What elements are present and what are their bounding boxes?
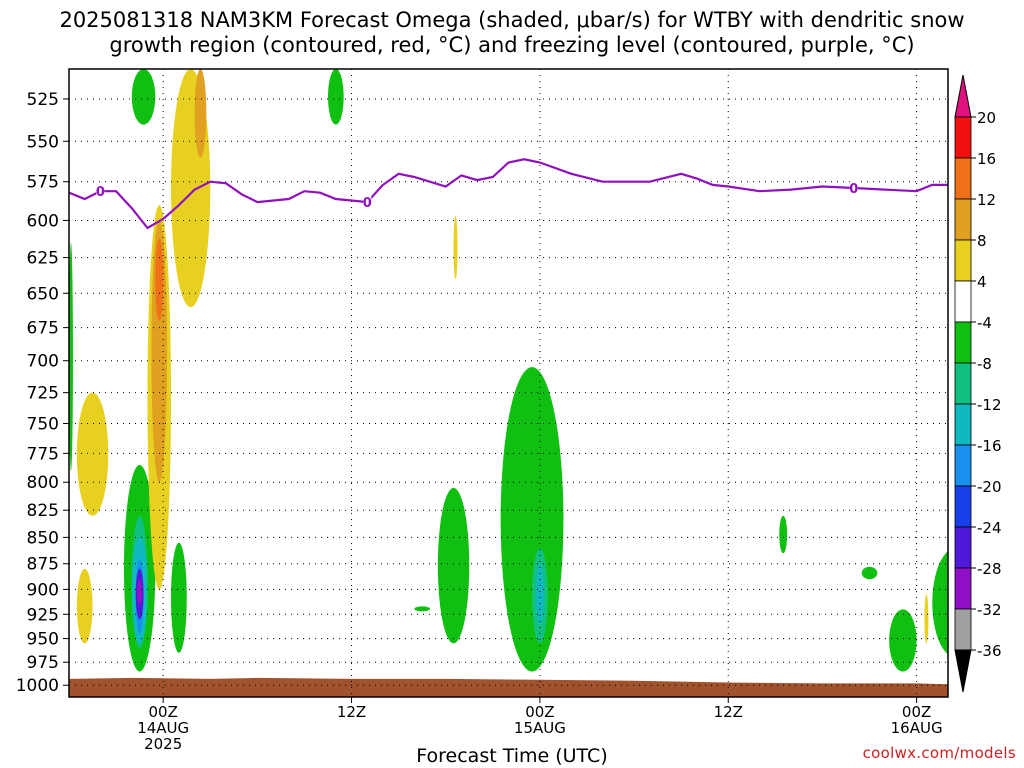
colorbar-swatch-5 — [954, 321, 972, 364]
freezing-label-bg-0 — [96, 184, 105, 198]
omega-region-14 — [194, 69, 207, 158]
x-tick-label-1-0: 12Z — [337, 703, 366, 721]
y-tick-label-775: 775 — [27, 444, 59, 464]
x-tick-label-0-1: 14AUG — [137, 719, 189, 737]
colorbar-label-13: -36 — [977, 642, 1002, 660]
colorbar-top-arrow — [954, 74, 972, 118]
colorbar-label-5: -4 — [977, 314, 992, 332]
chart-title-line1: 2025081318 NAM3KM Forecast Omega (shaded… — [59, 8, 965, 32]
colorbar-label-4: 4 — [977, 273, 987, 291]
colorbar-swatch-9 — [954, 485, 972, 528]
colorbar-swatch-12 — [954, 608, 972, 651]
x-tick-label-4-1: 16AUG — [891, 719, 943, 737]
y-tick-label-550: 550 — [27, 132, 59, 152]
x-tick-label-4-0: 00Z — [902, 703, 931, 721]
omega-region-12 — [155, 238, 164, 321]
y-tick-label-800: 800 — [27, 473, 59, 493]
y-tick-label-650: 650 — [27, 284, 59, 304]
axes: 525 550 575 600 625 650 675 700 725 750 775 800 825 8… — [16, 68, 949, 753]
y-tick-label-675: 675 — [27, 319, 59, 339]
y-tick-label-850: 850 — [27, 528, 59, 548]
omega-region-1 — [76, 392, 109, 516]
omega-region-26 — [924, 594, 929, 644]
colorbar-label-7: -12 — [977, 396, 1002, 414]
x-tick-label-0-0: 00Z — [148, 703, 177, 721]
colorbar-label-8: -16 — [977, 437, 1002, 455]
y-tick-label-825: 825 — [27, 501, 59, 521]
colorbar-label-1: 16 — [977, 150, 996, 168]
x-tick-label-0-2: 2025 — [144, 735, 182, 753]
colorbar: 20 16 12 8 4 -4 -8 -12 -16 -20 -24 -28 -32 -36 — [954, 74, 1002, 693]
colorbar-label-3: 8 — [977, 232, 987, 250]
freezing-label-bg-1 — [363, 195, 372, 209]
colorbar-swatch-4 — [954, 280, 972, 323]
omega-region-0 — [69, 242, 73, 471]
colorbar-label-6: -8 — [977, 355, 992, 373]
x-tick-label-3-0: 12Z — [714, 703, 743, 721]
omega-region-2 — [76, 568, 93, 644]
colorbar-swatch-3 — [954, 239, 972, 282]
x-tick-label-2-0: 00Z — [525, 703, 554, 721]
omega-region-24 — [861, 566, 878, 580]
colorbar-label-11: -28 — [977, 560, 1002, 578]
omega-region-27 — [932, 551, 948, 655]
colorbar-swatch-0 — [954, 116, 972, 159]
plot-frame — [68, 68, 949, 698]
omega-region-8 — [137, 579, 143, 605]
omega-shading — [69, 69, 948, 672]
freezing-level-label-2: 0 — [849, 182, 858, 197]
colorbar-label-10: -24 — [977, 519, 1002, 537]
y-tick-label-1000: 1000 — [16, 676, 59, 696]
colorbar-swatch-1 — [954, 157, 972, 200]
colorbar-swatch-6 — [954, 362, 972, 405]
y-tick-label-900: 900 — [27, 580, 59, 600]
chart-title-line2: growth region (contoured, red, °C) and f… — [109, 33, 915, 57]
y-tick-label-950: 950 — [27, 630, 59, 650]
y-tick-label-625: 625 — [27, 249, 59, 269]
y-tick-label-725: 725 — [27, 384, 59, 404]
y-tick-label-925: 925 — [27, 605, 59, 625]
y-tick-label-750: 750 — [27, 414, 59, 434]
colorbar-swatch-8 — [954, 444, 972, 487]
terrain-fill — [69, 677, 948, 697]
site-credit[interactable]: coolwx.com/models — [862, 744, 1016, 762]
omega-region-15 — [171, 542, 187, 653]
colorbar-label-12: -32 — [977, 601, 1002, 619]
x-tick-label-2-1: 15AUG — [514, 719, 566, 737]
omega-region-25 — [889, 609, 917, 672]
y-tick-label-575: 575 — [27, 173, 59, 193]
omega-region-18 — [414, 606, 431, 612]
omega-region-23 — [779, 515, 788, 554]
y-tick-label-525: 525 — [27, 90, 59, 110]
y-tick-label-875: 875 — [27, 555, 59, 575]
y-tick-label-600: 600 — [27, 211, 59, 231]
colorbar-swatch-2 — [954, 198, 972, 241]
colorbar-label-9: -20 — [977, 478, 1002, 496]
y-tick-label-975: 975 — [27, 653, 59, 673]
omega-region-20 — [500, 367, 564, 672]
colorbar-label-0: 20 — [977, 109, 996, 127]
x-axis-label: Forecast Time (UTC) — [416, 745, 608, 767]
colorbar-label-2: 12 — [977, 191, 996, 209]
omega-region-9 — [131, 69, 156, 125]
freezing-level-contour: 0 0 0 — [69, 158, 948, 230]
y-tick-label-700: 700 — [27, 352, 59, 372]
freezing-level-label-1: 0 — [363, 196, 372, 211]
colorbar-swatch-7 — [954, 403, 972, 446]
freezing-label-bg-2 — [849, 181, 858, 195]
omega-region-16 — [327, 69, 344, 125]
omega-region-17 — [453, 215, 458, 280]
grid-lines — [69, 69, 948, 697]
terrain-area — [69, 677, 948, 697]
freezing-level-label-0: 0 — [96, 185, 105, 200]
omega-region-19 — [437, 487, 470, 644]
freezing-level-line — [69, 158, 948, 230]
colorbar-swatch-10 — [954, 526, 972, 569]
colorbar-swatch-11 — [954, 567, 972, 610]
omega-region-22 — [535, 563, 544, 625]
colorbar-bottom-arrow — [954, 649, 972, 693]
